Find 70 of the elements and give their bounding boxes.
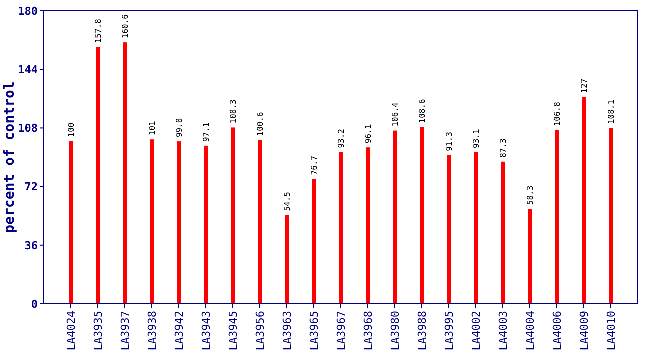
data-label: 87.3 (499, 138, 508, 158)
data-label: 93.1 (472, 129, 481, 148)
x-tick-label: LA4004 (524, 310, 537, 350)
x-tick-label: LA3968 (362, 311, 375, 350)
x-tick-label: LA4006 (550, 311, 564, 350)
data-label: 127 (580, 78, 589, 94)
bar (177, 142, 181, 304)
x-tick-label: LA4009 (578, 311, 591, 350)
bar (528, 209, 532, 304)
y-tick-label: 36 (24, 239, 38, 252)
data-label: 76.7 (310, 156, 319, 176)
y-tick-label: 72 (24, 180, 38, 194)
data-label: 99.8 (175, 118, 184, 138)
data-label: 93.2 (337, 128, 346, 148)
bar (555, 130, 559, 304)
y-tick-label: 144 (18, 63, 38, 76)
x-tick-label: LA3988 (416, 311, 429, 350)
x-tick-label: LA4002 (470, 311, 483, 350)
x-tick-label: LA3937 (118, 311, 132, 350)
x-tick-label: LA4024 (64, 310, 78, 350)
bar (123, 42, 127, 304)
data-label: 108.3 (229, 99, 238, 124)
bar (312, 179, 316, 304)
x-tick-label: LA3938 (146, 311, 159, 350)
bar (96, 47, 100, 304)
x-tick-label: LA3956 (254, 311, 267, 350)
bar (582, 97, 586, 304)
data-label: 91.3 (445, 132, 454, 152)
y-tick-label: 180 (18, 4, 38, 18)
bar (447, 155, 451, 304)
x-tick-label: LA3935 (92, 311, 105, 350)
data-label: 106.8 (553, 102, 562, 126)
y-tick-label: 108 (18, 122, 38, 136)
data-label: 54.5 (283, 192, 292, 212)
x-tick-label: LA3963 (280, 311, 294, 350)
data-label: 101 (148, 120, 157, 136)
bar (393, 130, 397, 304)
x-tick-label: LA3942 (172, 311, 186, 350)
bar (339, 152, 343, 304)
bar (150, 140, 154, 304)
x-tick-label: LA4003 (496, 311, 510, 350)
data-label: 100 (67, 122, 76, 138)
bar (258, 140, 262, 304)
data-label: 106.4 (391, 102, 400, 127)
y-tick-label: 0 (31, 298, 38, 311)
data-label: 96.1 (364, 124, 373, 144)
x-tick-label: LA3945 (226, 311, 240, 350)
bar (285, 215, 289, 304)
data-label: 100.6 (256, 112, 265, 136)
bar (609, 128, 613, 304)
x-tick-label: LA3995 (442, 311, 456, 350)
x-tick-label: LA3943 (200, 311, 213, 350)
bar (69, 141, 73, 304)
bar (231, 128, 235, 304)
bar (204, 146, 208, 304)
bar (420, 127, 424, 304)
y-axis-title: percent of control (2, 82, 18, 234)
bar (366, 148, 370, 304)
bar (474, 152, 478, 304)
x-tick-label: LA4010 (604, 311, 618, 350)
x-tick-label: LA3965 (308, 311, 321, 350)
x-tick-label: LA3967 (334, 311, 348, 350)
data-label: 157.8 (94, 18, 103, 44)
data-label: 160.6 (121, 14, 130, 39)
data-label: 97.1 (202, 122, 211, 142)
bar (501, 162, 505, 304)
x-tick-label: LA3980 (388, 311, 402, 350)
data-label: 108.6 (418, 98, 427, 124)
data-label: 58.3 (526, 186, 535, 206)
data-label: 108.1 (607, 100, 616, 124)
